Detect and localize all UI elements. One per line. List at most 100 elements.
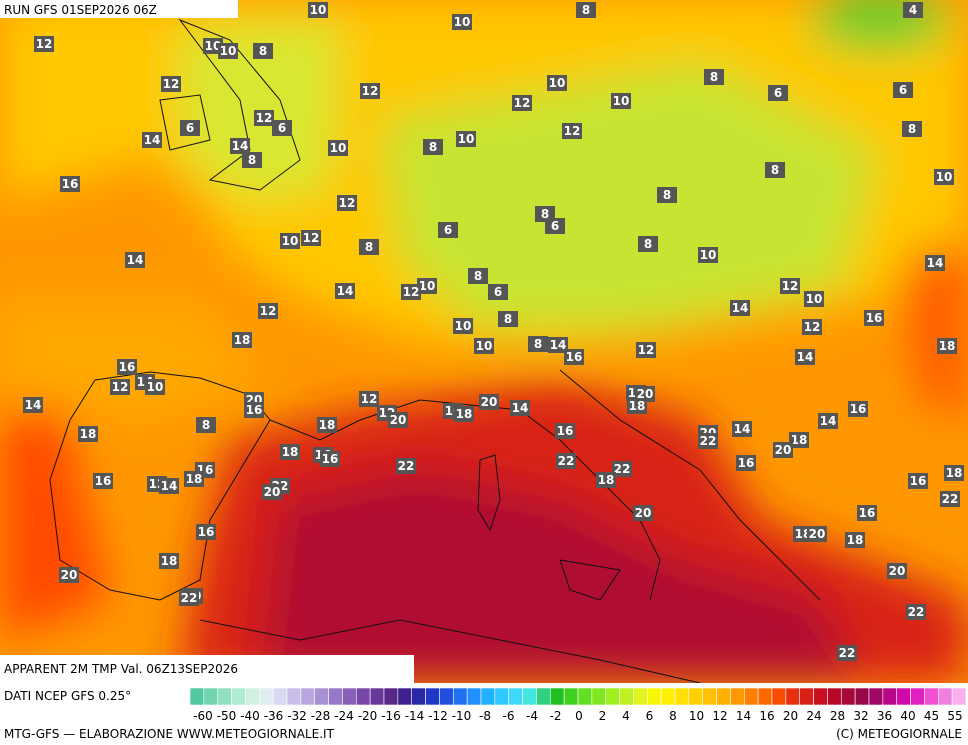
label-text: 10	[454, 15, 471, 29]
label-text: 12	[112, 380, 129, 394]
temp-label: 12	[254, 110, 274, 126]
temp-label: 6	[768, 85, 788, 101]
colorbar-cell	[646, 687, 662, 706]
label-text: 20	[264, 485, 281, 499]
colorbar-cell	[951, 687, 967, 706]
label-box	[438, 222, 458, 238]
temp-label: 12	[512, 95, 532, 111]
label-text: 12	[361, 392, 378, 406]
label-text: 12	[36, 37, 53, 51]
source-label: DATI NCEP GFS 0.25°	[4, 689, 131, 703]
label-text: 6	[494, 285, 502, 299]
label-text: 20	[481, 395, 498, 409]
label-text: 18	[234, 333, 251, 347]
temp-label: 8	[196, 417, 216, 433]
colorbar-tick-label: -16	[381, 709, 401, 723]
temp-label: 8	[468, 268, 488, 284]
label-box	[902, 121, 922, 137]
temp-label: 10	[804, 291, 824, 307]
temp-label: 10	[698, 247, 718, 263]
colorbar-cell	[730, 687, 745, 706]
colorbar-tick-label: -36	[264, 709, 284, 723]
temp-label: 16	[93, 473, 113, 489]
label-box	[547, 75, 567, 91]
label-text: 8	[202, 418, 210, 432]
label-text: 12	[564, 124, 581, 138]
label-box	[704, 69, 724, 85]
label-text: 18	[598, 473, 615, 487]
temp-label: 20	[633, 505, 653, 521]
label-text: 10	[700, 248, 717, 262]
colorbar-tick-label: -20	[358, 709, 378, 723]
label-box	[360, 83, 380, 99]
temp-label: 16	[555, 423, 575, 439]
label-box	[479, 394, 499, 410]
temp-label: 16	[736, 455, 756, 471]
temp-label: 16	[244, 402, 264, 418]
temp-label: 8	[253, 43, 273, 59]
label-text: 8	[474, 269, 482, 283]
label-box	[117, 359, 137, 375]
temp-label: 16	[564, 349, 584, 365]
label-box	[145, 379, 165, 395]
label-text: 6	[899, 83, 907, 97]
label-text: 16	[910, 474, 927, 488]
temp-label: 22	[556, 453, 576, 469]
label-box	[906, 604, 926, 620]
label-box	[627, 398, 647, 414]
temp-label: 22	[906, 604, 926, 620]
colorbar-tick-label: -10	[452, 709, 472, 723]
temp-label: 20	[262, 484, 282, 500]
label-box	[612, 461, 632, 477]
label-text: 14	[161, 479, 178, 493]
label-text: 18	[161, 554, 178, 568]
temp-label: 18	[454, 406, 474, 422]
label-box	[244, 402, 264, 418]
label-text: 18	[847, 533, 864, 547]
label-box	[453, 318, 473, 334]
colorbar-cell	[466, 687, 482, 706]
label-box	[736, 455, 756, 471]
colorbar-tick-label: -60	[193, 709, 213, 723]
label-text: 22	[700, 434, 717, 448]
colorbar-tick-label: 6	[646, 709, 654, 723]
colorbar-cell	[674, 687, 690, 706]
label-box	[320, 451, 340, 467]
label-text: 20	[809, 527, 826, 541]
temp-label: 10	[453, 318, 473, 334]
label-text: 14	[797, 350, 814, 364]
colorbar-cell	[840, 687, 856, 706]
colorbar-tick-label: -50	[217, 709, 237, 723]
temp-label: 10	[474, 338, 494, 354]
label-box	[908, 473, 928, 489]
label-box	[638, 236, 658, 252]
temp-label: 16	[196, 524, 216, 540]
colorbar-tick-label: 36	[877, 709, 892, 723]
temp-label: 8	[528, 336, 548, 352]
temp-label: 18	[937, 338, 957, 354]
label-text: 10	[476, 339, 493, 353]
temp-label: 20	[887, 563, 907, 579]
label-box	[934, 169, 954, 185]
temp-label: 6	[180, 120, 200, 136]
colorbar-cell	[563, 687, 579, 706]
colorbar-cell	[688, 687, 704, 706]
temp-label: 14	[795, 349, 815, 365]
colorbar-cell	[854, 687, 870, 706]
temp-label: 12	[337, 195, 357, 211]
temp-label: 22	[837, 645, 857, 661]
label-box	[78, 426, 98, 442]
label-text: 10	[806, 292, 823, 306]
temp-label: 16	[857, 505, 877, 521]
temp-label: 10	[547, 75, 567, 91]
temp-label: 8	[638, 236, 658, 252]
label-box	[262, 484, 282, 500]
colorbar-tick-label: 55	[947, 709, 962, 723]
label-box	[802, 319, 822, 335]
label-text: 16	[95, 474, 112, 488]
label-box	[510, 400, 530, 416]
temp-label: 16	[60, 176, 80, 192]
label-box	[317, 417, 337, 433]
label-text: 14	[144, 133, 161, 147]
